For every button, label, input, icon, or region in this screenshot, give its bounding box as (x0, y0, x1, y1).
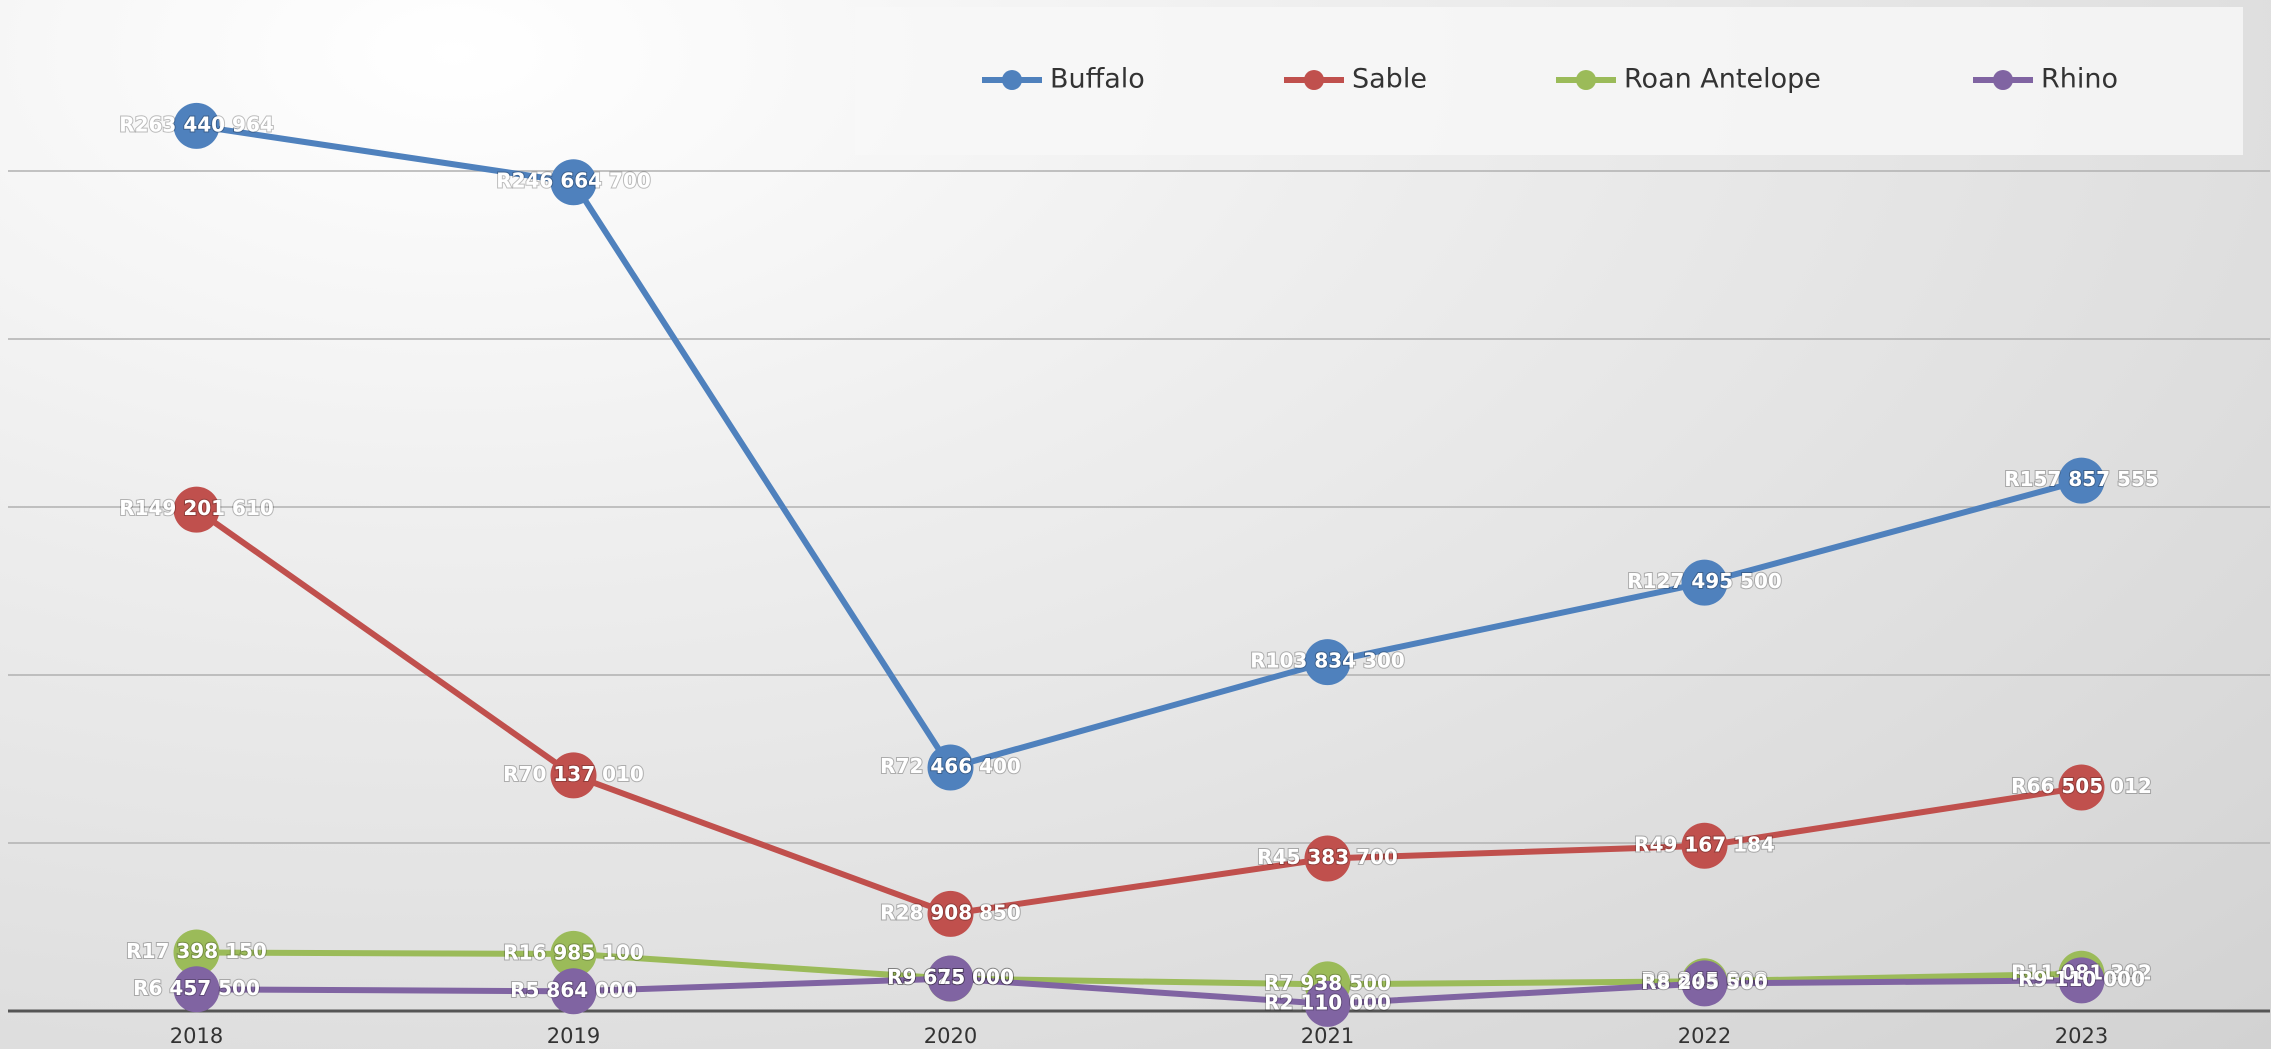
x-tick-label: 2023 (2055, 1024, 2108, 1048)
marker (173, 102, 220, 149)
data-label: R9 675 000 (887, 965, 1014, 989)
data-label: R8 845 008 (1641, 968, 1768, 992)
marker (927, 955, 974, 1002)
data-label: R127 495 500 (1627, 569, 1782, 593)
marker (927, 890, 974, 937)
marker (2058, 764, 2105, 811)
legend-label: Buffalo (1050, 64, 1145, 95)
x-tick-label: 2019 (547, 1024, 600, 1048)
data-label: R103 834 300 (1250, 649, 1405, 673)
marker (2058, 457, 2105, 504)
x-tick-label: 2018 (170, 1024, 223, 1048)
marker (1681, 960, 1728, 1007)
data-label: R246 664 700 (496, 169, 651, 193)
data-label: R9 110 000 (2018, 967, 2145, 991)
data-label: R17 398 150 (126, 939, 267, 963)
marker (173, 966, 220, 1013)
data-label: R6 457 500 (133, 976, 260, 1000)
data-label: R28 908 850 (880, 900, 1021, 924)
series-line (194, 507, 2082, 917)
data-label: R66 505 012 (2011, 774, 2152, 798)
data-label: R263 440 964 (119, 112, 274, 136)
legend-marker (1576, 70, 1596, 90)
data-label: R70 137 010 (503, 762, 644, 786)
series-line (196, 975, 2082, 1007)
data-label: R72 466 400 (880, 754, 1021, 778)
marker (1304, 980, 1351, 1027)
marker (173, 929, 220, 976)
data-label: R16 985 100 (503, 940, 644, 964)
legend-marker (1002, 70, 1022, 90)
legend-marker (1993, 70, 2013, 90)
legend-label: Rhino (2041, 64, 2118, 95)
marker (1304, 639, 1351, 686)
marker (1681, 559, 1728, 606)
marker (550, 159, 597, 206)
data-label: R157 857 555 (2004, 467, 2159, 491)
marker (173, 486, 220, 533)
data-label: R8 205 500 (1641, 970, 1768, 994)
data-label: R11 081 302 (2011, 960, 2152, 984)
data-label: R2 110 000 (1264, 990, 1391, 1014)
data-label: R5 864 000 (510, 978, 637, 1002)
data-label: R9 625 000 (887, 965, 1014, 989)
series-line (196, 122, 2083, 771)
marker (550, 968, 597, 1015)
legend-label: Roan Antelope (1624, 64, 1821, 95)
marker (550, 930, 597, 977)
legend-label: Sable (1352, 64, 1427, 95)
data-label: R49 167 184 (1634, 832, 1775, 856)
data-label: R149 201 610 (119, 496, 274, 520)
series-line (196, 949, 2082, 988)
x-tick-label: 2021 (1301, 1024, 1354, 1048)
marker (550, 752, 597, 799)
marker (1681, 822, 1728, 869)
data-label: R7 938 500 (1264, 971, 1391, 995)
x-tick-label: 2020 (924, 1024, 977, 1048)
marker (2058, 957, 2105, 1004)
marker (1304, 835, 1351, 882)
marker (927, 744, 974, 791)
data-label: R45 383 700 (1257, 845, 1398, 869)
x-tick-label: 2022 (1678, 1024, 1731, 1048)
legend-marker (1304, 70, 1324, 90)
